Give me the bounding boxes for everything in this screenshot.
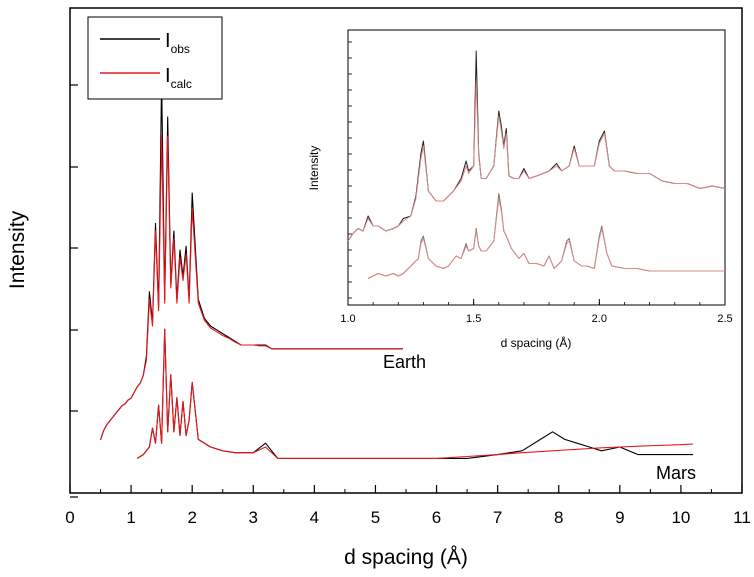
series-mars-obs <box>136 328 694 459</box>
main-x-tick-label: 1 <box>126 508 135 527</box>
main-y-ticks <box>70 84 78 498</box>
inset-chart: 1.0 1.5 2.0 2.5 d spacing (Å) Intensity <box>307 29 733 350</box>
legend-label-obs: Iobs <box>165 30 190 56</box>
main-x-tick-label: 10 <box>671 508 690 527</box>
main-y-axis-title: Intensity <box>6 210 29 289</box>
legend-box <box>87 16 223 100</box>
main-x-tick-label: 9 <box>615 508 624 527</box>
inset-x-axis-title: d spacing (Å) <box>501 335 572 350</box>
main-x-ticks: 0 1 2 3 4 5 6 7 8 9 10 11 <box>65 485 751 527</box>
main-x-axis-title: d spacing (Å) <box>344 546 468 569</box>
inset-x-tick-label: 1.5 <box>466 313 481 325</box>
main-x-tick-label: 7 <box>493 508 502 527</box>
main-x-tick-label: 11 <box>733 508 751 527</box>
inset-plot-frame <box>347 29 726 306</box>
inset-series <box>347 50 726 279</box>
main-x-tick-label: 2 <box>187 508 196 527</box>
main-x-tick-label: 5 <box>371 508 380 527</box>
series-mars-calc <box>136 328 694 459</box>
main-series <box>99 78 694 459</box>
main-x-tick-label: 0 <box>65 508 74 527</box>
main-x-tick-label: 4 <box>310 508 319 527</box>
inset-x-ticks: 1.0 1.5 2.0 2.5 <box>340 299 733 325</box>
earth-label: Earth <box>383 352 426 372</box>
inset-y-ticks <box>348 41 352 299</box>
main-chart: 0 1 2 3 4 5 6 7 8 9 10 11 d spacing (Å) Intensity E… <box>6 7 751 569</box>
legend: Iobs Icalc <box>87 16 223 100</box>
inset-series-earth-calc <box>347 80 726 242</box>
legend-label-calc: Icalc <box>165 65 192 91</box>
series-earth-calc <box>99 135 403 441</box>
inset-x-tick-label: 2.0 <box>592 313 607 325</box>
mars-label: Mars <box>656 463 696 483</box>
inset-x-tick-label: 2.5 <box>717 313 732 325</box>
main-x-tick-label: 8 <box>554 508 563 527</box>
inset-x-tick-label: 1.0 <box>340 313 355 325</box>
inset-series-mars-calc <box>367 198 725 279</box>
inset-y-axis-title: Intensity <box>307 146 321 191</box>
main-x-tick-label: 6 <box>432 508 441 527</box>
main-x-tick-label: 3 <box>249 508 258 527</box>
